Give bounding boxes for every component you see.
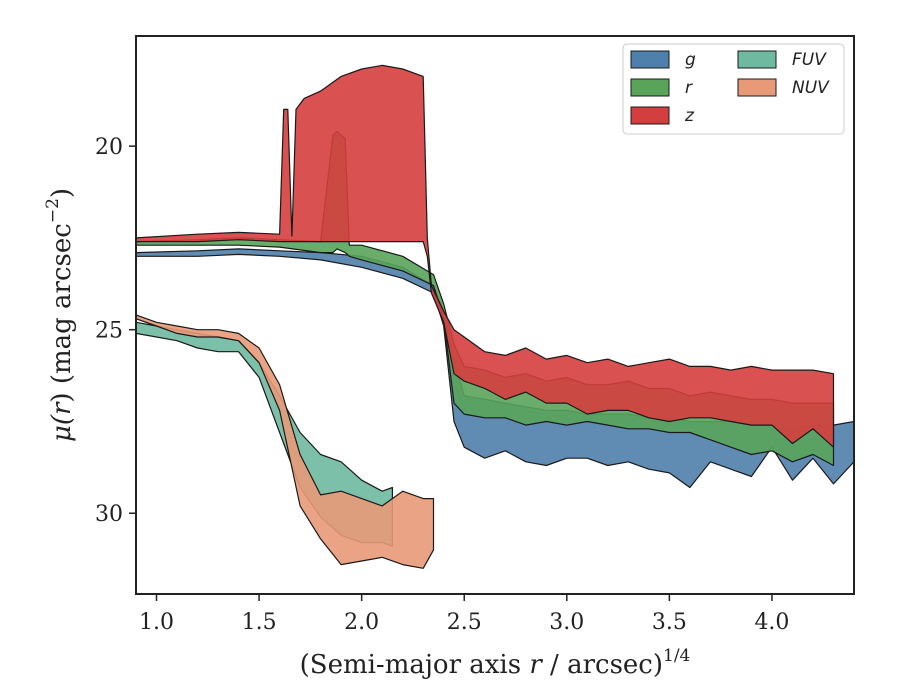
legend-label-r: r xyxy=(685,78,693,98)
y-tick-label: 30 xyxy=(95,502,123,527)
legend: grz FUV NUV xyxy=(622,43,845,135)
y-tick-label: 20 xyxy=(95,135,123,160)
series-layer xyxy=(136,64,854,569)
x-axis-ticks: 1.0 1.5 2.0 2.5 3.0 3.5 4.0 xyxy=(139,594,789,635)
legend-label-z: z xyxy=(684,106,695,126)
x-tick-label: 1.5 xyxy=(242,610,277,635)
series-band-nuv xyxy=(136,314,435,569)
x-tick-label: 1.0 xyxy=(139,610,174,635)
legend-swatch-r xyxy=(630,78,670,97)
series-band-z xyxy=(136,64,835,448)
y-axis-label: μ(r) (mag arcsec−2) xyxy=(43,188,77,442)
legend-label-nuv: NUV xyxy=(792,78,830,98)
plot-frame xyxy=(135,35,855,595)
x-tick-label: 4.0 xyxy=(754,610,789,635)
legend-swatch-nuv xyxy=(737,78,777,97)
legend-label-fuv: FUV xyxy=(792,50,827,70)
y-axis-ticks: 20 25 30 xyxy=(95,135,136,527)
x-axis-label: (Semi-major axis r / arcsec)1/4 xyxy=(300,646,691,680)
series-band-r xyxy=(136,130,835,467)
legend-swatch-z xyxy=(630,106,670,125)
legend-swatch-fuv xyxy=(737,50,777,69)
legend-box xyxy=(622,43,845,135)
x-tick-label: 2.0 xyxy=(344,610,379,635)
legend-label-g: g xyxy=(685,50,696,70)
x-tick-label: 2.5 xyxy=(447,610,482,635)
x-tick-label: 3.5 xyxy=(652,610,687,635)
x-tick-label: 3.0 xyxy=(549,610,584,635)
y-tick-label: 25 xyxy=(95,319,123,344)
legend-swatch-g xyxy=(630,50,670,69)
